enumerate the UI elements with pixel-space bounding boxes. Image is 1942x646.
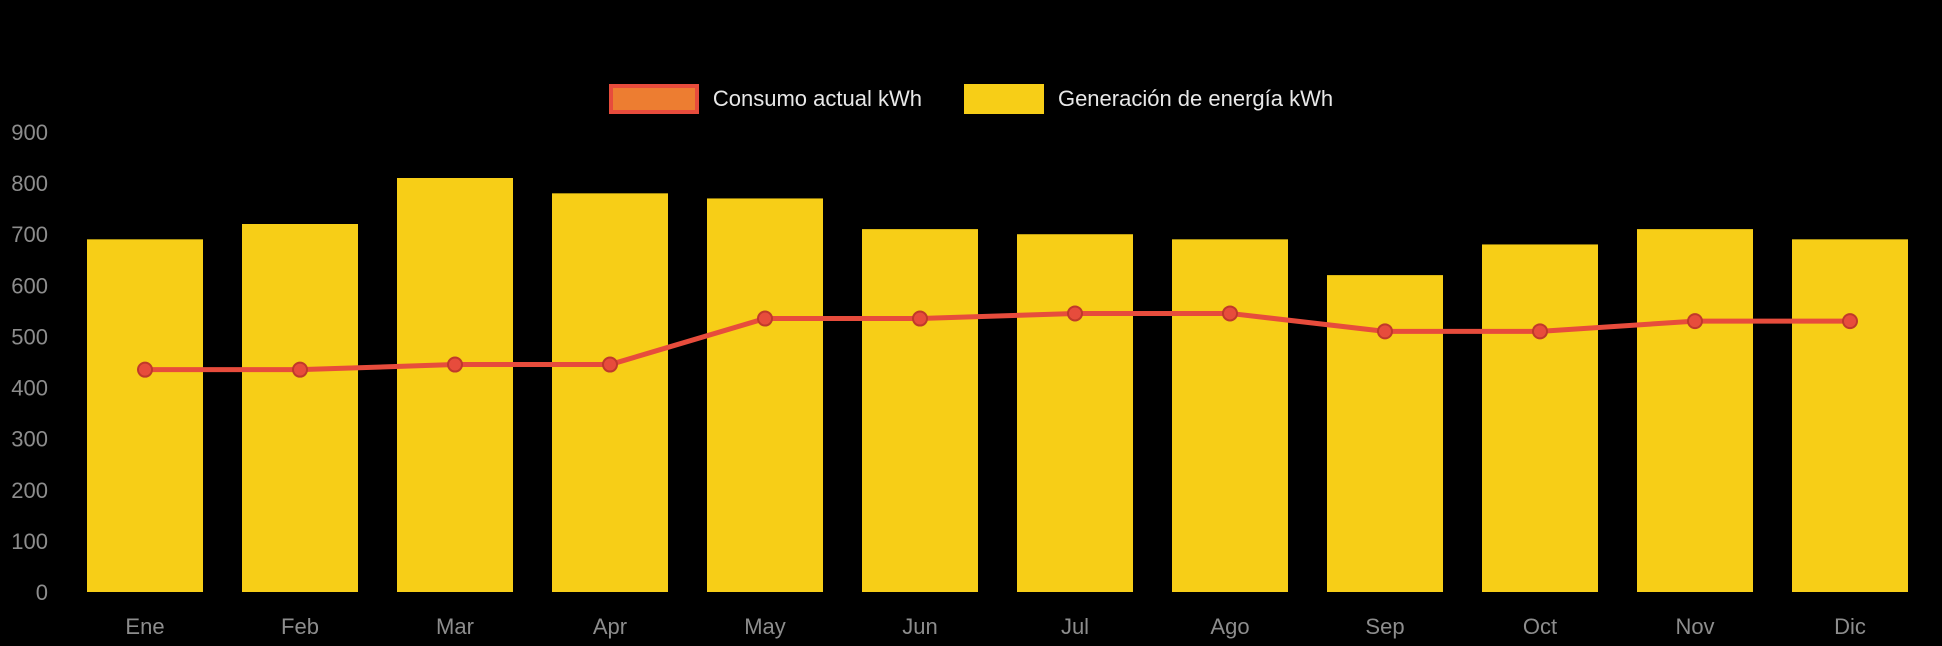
y-tick-label: 500	[11, 324, 48, 349]
consumo-swatch-icon	[608, 84, 699, 114]
y-tick-label: 800	[11, 171, 48, 196]
line-point-ene[interactable]	[137, 361, 153, 378]
x-tick-label: May	[744, 614, 786, 639]
line-point-sep[interactable]	[1377, 323, 1393, 340]
y-tick-label: 900	[11, 120, 48, 145]
x-tick-label: Jun	[902, 614, 937, 639]
x-tick-label: Nov	[1675, 614, 1714, 639]
y-tick-label: 300	[11, 427, 48, 452]
x-tick-label: Feb	[281, 614, 319, 639]
line-point-jun[interactable]	[912, 310, 928, 327]
y-tick-label: 0	[36, 580, 48, 605]
x-tick-label: Mar	[436, 614, 474, 639]
x-tick-label: Apr	[593, 614, 627, 639]
line-point-feb[interactable]	[292, 361, 308, 378]
x-tick-label: Oct	[1523, 614, 1557, 639]
chart-legend: Consumo actual kWh Generación de energía…	[0, 84, 1942, 114]
line-point-jul[interactable]	[1067, 305, 1083, 322]
generacion-swatch-icon	[963, 84, 1044, 114]
x-tick-label: Ene	[125, 614, 164, 639]
x-tick-label: Jul	[1061, 614, 1089, 639]
y-tick-label: 200	[11, 478, 48, 503]
bar-dic[interactable]	[1792, 239, 1908, 593]
bar-oct[interactable]	[1482, 244, 1598, 592]
bar-apr[interactable]	[552, 193, 668, 593]
x-tick-label: Sep	[1365, 614, 1404, 639]
bar-ene[interactable]	[87, 239, 203, 593]
bar-feb[interactable]	[242, 224, 358, 592]
line-point-apr[interactable]	[602, 356, 618, 373]
x-tick-label: Ago	[1210, 614, 1249, 639]
bar-may[interactable]	[707, 198, 823, 592]
bar-nov[interactable]	[1637, 229, 1753, 592]
legend-label-generacion: Generación de energía kWh	[1057, 86, 1334, 111]
legend-label-consumo: Consumo actual kWh	[712, 86, 922, 111]
y-tick-label: 600	[11, 273, 48, 298]
legend-item-consumo[interactable]: Consumo actual kWh	[608, 84, 922, 114]
y-tick-label: 400	[11, 376, 48, 401]
bar-sep[interactable]	[1327, 275, 1443, 592]
line-point-mar[interactable]	[447, 356, 463, 373]
line-point-ago[interactable]	[1222, 305, 1238, 322]
bar-ago[interactable]	[1172, 239, 1288, 593]
line-point-nov[interactable]	[1687, 313, 1703, 330]
consumption-line	[142, 310, 1853, 373]
line-point-dic[interactable]	[1842, 313, 1858, 330]
y-tick-label: 100	[11, 529, 48, 554]
line-point-may[interactable]	[757, 310, 773, 327]
bar-jun[interactable]	[862, 229, 978, 592]
bar-jul[interactable]	[1017, 234, 1133, 592]
line-point-oct[interactable]	[1532, 323, 1548, 340]
y-tick-label: 700	[11, 222, 48, 247]
bar-mar[interactable]	[397, 178, 513, 592]
legend-item-generacion[interactable]: Generación de energía kWh	[963, 84, 1334, 114]
x-tick-label: Dic	[1834, 614, 1866, 639]
